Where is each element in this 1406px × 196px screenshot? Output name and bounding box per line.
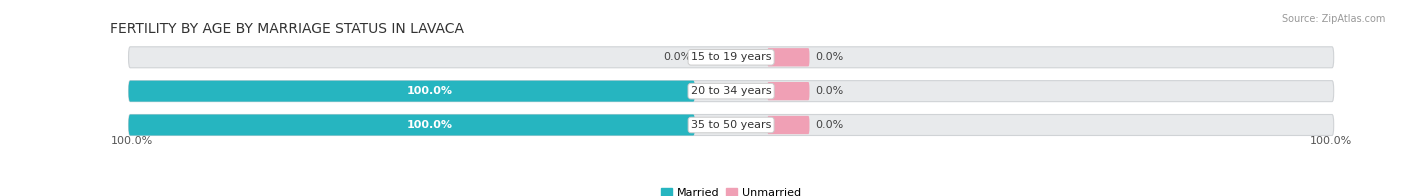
FancyBboxPatch shape	[768, 116, 810, 134]
Text: 100.0%: 100.0%	[406, 120, 453, 130]
FancyBboxPatch shape	[768, 82, 810, 100]
Text: 0.0%: 0.0%	[664, 52, 692, 62]
Text: 15 to 19 years: 15 to 19 years	[690, 52, 772, 62]
FancyBboxPatch shape	[128, 114, 1334, 135]
Text: 20 to 34 years: 20 to 34 years	[690, 86, 772, 96]
Text: 100.0%: 100.0%	[111, 136, 153, 146]
FancyBboxPatch shape	[128, 81, 1334, 102]
Text: 100.0%: 100.0%	[1309, 136, 1351, 146]
FancyBboxPatch shape	[128, 114, 695, 135]
FancyBboxPatch shape	[128, 47, 1334, 68]
Text: 0.0%: 0.0%	[815, 52, 844, 62]
Legend: Married, Unmarried: Married, Unmarried	[657, 184, 806, 196]
Text: 0.0%: 0.0%	[815, 86, 844, 96]
Text: 100.0%: 100.0%	[406, 86, 453, 96]
FancyBboxPatch shape	[768, 48, 810, 66]
Text: Source: ZipAtlas.com: Source: ZipAtlas.com	[1281, 14, 1385, 24]
Text: 35 to 50 years: 35 to 50 years	[690, 120, 772, 130]
Text: FERTILITY BY AGE BY MARRIAGE STATUS IN LAVACA: FERTILITY BY AGE BY MARRIAGE STATUS IN L…	[111, 22, 464, 36]
Text: 0.0%: 0.0%	[815, 120, 844, 130]
FancyBboxPatch shape	[128, 81, 695, 102]
